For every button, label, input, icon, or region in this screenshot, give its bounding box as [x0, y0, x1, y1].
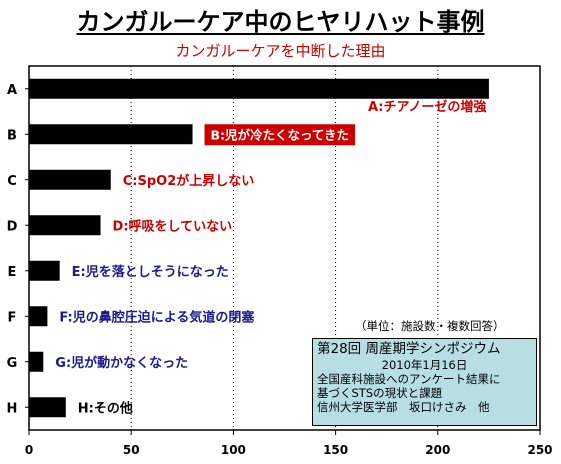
source-citation-box: 第28回 周産期学シンポジウム 2010年1月16日 全国産科施設へのアンケート… [312, 338, 537, 426]
bar-annotation-box [204, 124, 356, 146]
bar [29, 215, 101, 236]
x-tick-label: 150 [323, 443, 348, 457]
bar-annotation: E:児を落としそうになった [72, 264, 229, 280]
x-tick-label: 200 [425, 443, 450, 457]
source-line-survey: 全国産科施設へのアンケート結果に [317, 372, 501, 386]
chart-subtitle: カンガルーケアを中断した理由 [175, 42, 386, 60]
x-tick-label: 0 [25, 443, 33, 457]
source-line-topic: 基づくSTSの現状と課題 [317, 386, 443, 400]
category-label: E [8, 265, 17, 280]
bar-annotation-text: B:児が冷たくなってきた [211, 127, 350, 142]
bar-annotation: D:呼吸をしていない [113, 218, 233, 234]
bar [29, 78, 489, 99]
bar [29, 306, 48, 327]
bar-annotation: B:児が冷たくなってきた [204, 124, 356, 146]
plot-frame [28, 65, 541, 431]
category-label: G [7, 356, 18, 371]
bar [29, 397, 66, 418]
bar [29, 124, 193, 145]
x-tick-label: 100 [221, 443, 246, 457]
category-label: A [7, 83, 17, 98]
bar-annotation: F:児の鼻腔圧迫による気道の閉塞 [59, 309, 255, 325]
source-line-date: 2010年1月16日 [381, 358, 468, 372]
category-label: H [7, 401, 18, 416]
bar-annotation: C:SpO2が上昇しない [123, 173, 255, 189]
category-label: C [7, 174, 17, 189]
x-tick-label: 250 [527, 443, 552, 457]
page-title: カンガルーケア中のヒヤリハット事例 [76, 8, 485, 36]
bar-annotation: G:児が動かなくなった [55, 355, 188, 371]
bar [29, 260, 60, 281]
bar-annotation: A:チアノーゼの増強 [368, 99, 486, 115]
source-line-author: 信州大学医学部 坂口けさみ 他 [317, 400, 490, 414]
source-line-symposium: 第28回 周産期学シンポジウム [317, 341, 501, 357]
category-label: D [7, 219, 18, 234]
category-label: B [7, 128, 17, 143]
bar [29, 169, 111, 190]
x-tick-label: 50 [123, 443, 140, 457]
bar [29, 351, 44, 372]
bar-annotation: H:その他 [78, 400, 133, 416]
unit-note: （単位：施設数・複数回答） [355, 319, 505, 333]
category-label: F [8, 310, 17, 325]
